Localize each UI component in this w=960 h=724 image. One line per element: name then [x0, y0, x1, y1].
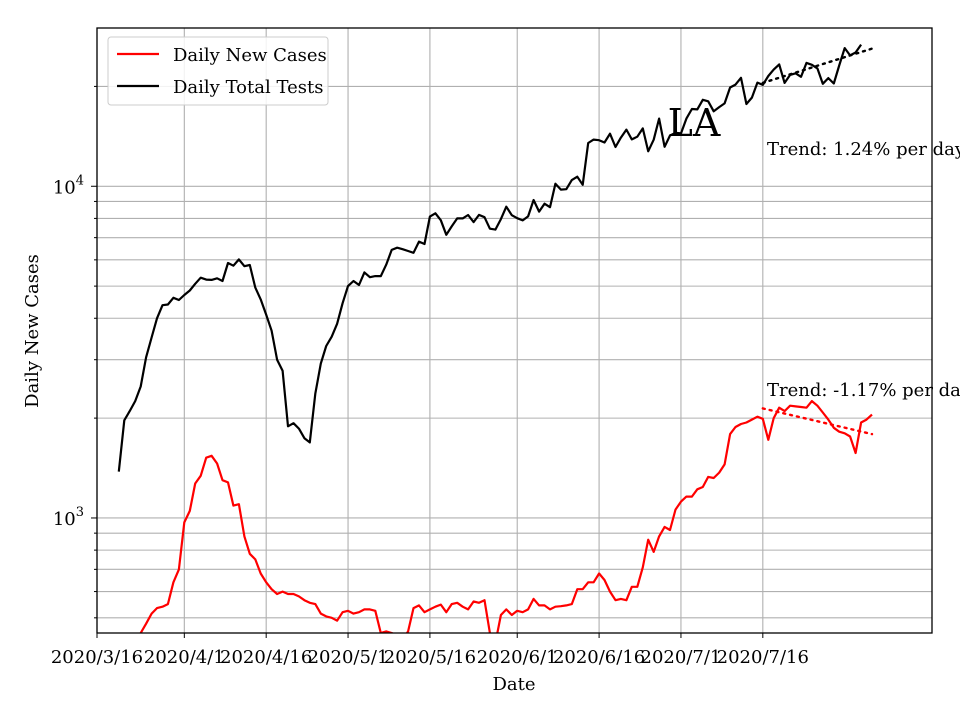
x-tick-label: 2020/6/16	[553, 647, 645, 668]
legend: Daily New Cases Daily Total Tests	[107, 36, 329, 106]
legend-label-cases: Daily New Cases	[173, 45, 327, 66]
y-axis-label: Daily New Cases	[22, 254, 43, 408]
legend-label-tests: Daily Total Tests	[173, 77, 323, 98]
series-line-daily-new-cases	[139, 400, 873, 633]
trend-annotation-cases: Trend: -1.17% per day	[767, 380, 960, 401]
trend-annotation-tests: Trend: 1.24% per day	[767, 139, 960, 160]
y-tick-label: 104	[53, 173, 84, 198]
plot-frame	[96, 27, 933, 634]
x-tick-label: 2020/6/1	[477, 647, 558, 668]
x-tick-label: 2020/3/16	[51, 647, 143, 668]
grid	[96, 28, 932, 633]
x-tick-label: 2020/4/16	[220, 647, 312, 668]
x-tick-label: 2020/7/16	[717, 647, 809, 668]
legend-box	[107, 36, 329, 106]
ticks: 2020/3/16 2020/4/12020/4/162020/5/12020/5…	[51, 85, 809, 668]
series-layer	[117, 43, 874, 633]
chart-title: LA	[668, 101, 721, 145]
x-axis-label: Date	[492, 674, 535, 695]
trend-line-daily-total-tests	[761, 47, 874, 85]
series-line-daily-total-tests	[117, 43, 863, 472]
x-tick-label: 2020/4/1	[144, 647, 225, 668]
x-tick-label: 2020/7/1	[641, 647, 722, 668]
trend-line-daily-new-cases	[761, 407, 874, 436]
y-tick-label: 103	[53, 505, 84, 530]
x-tick-label: 2020/5/16	[384, 647, 476, 668]
x-tick-label: 2020/5/1	[308, 647, 389, 668]
